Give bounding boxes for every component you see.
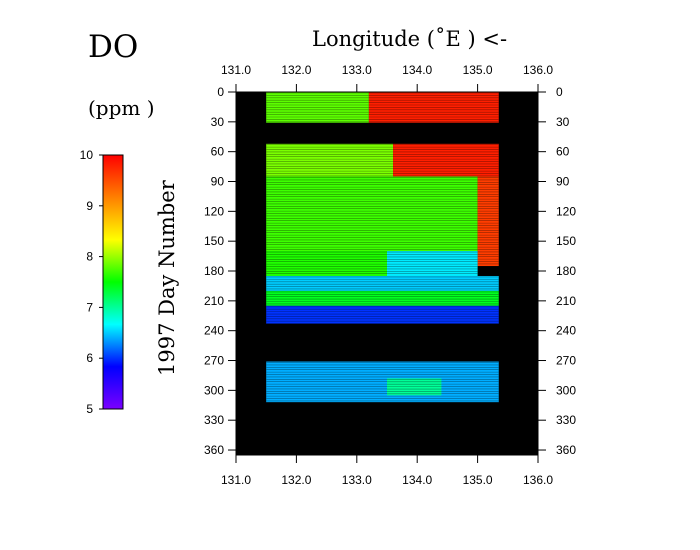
y-tick-label-left: 210 bbox=[204, 294, 224, 308]
y-tick-label-right: 270 bbox=[556, 354, 576, 368]
y-tick-label-left: 300 bbox=[204, 383, 224, 397]
colorbar-tick-label: 8 bbox=[86, 250, 93, 264]
x-tick-label-top: 134.0 bbox=[402, 63, 432, 77]
x-tick-label-bottom: 136.0 bbox=[523, 473, 553, 487]
heatmap-segment bbox=[266, 275, 499, 291]
data-gap bbox=[266, 323, 499, 362]
y-tick-label-right: 120 bbox=[556, 204, 576, 218]
y-tick-label-left: 240 bbox=[204, 324, 224, 338]
y-tick-label-left: 90 bbox=[211, 175, 225, 189]
y-tick-label-left: 60 bbox=[211, 145, 225, 159]
y-tick-label-right: 180 bbox=[556, 264, 576, 278]
heatmap-segment bbox=[387, 378, 442, 396]
x-tick-label-bottom: 131.0 bbox=[221, 473, 251, 487]
y-tick-label-right: 360 bbox=[556, 443, 576, 457]
colorbar-tick-label: 6 bbox=[86, 351, 93, 365]
y-tick-label-left: 30 bbox=[211, 115, 225, 129]
colorbar: 5 6 7 8 9 10 bbox=[80, 148, 124, 416]
colorbar-tick-label: 10 bbox=[80, 148, 94, 162]
y-tick-label-right: 90 bbox=[556, 175, 570, 189]
x-tick-label-top: 135.0 bbox=[463, 63, 493, 77]
y-tick-label-right: 240 bbox=[556, 324, 576, 338]
y-tick-label-right: 60 bbox=[556, 145, 570, 159]
colorbar-tick-label: 9 bbox=[86, 199, 93, 213]
plot-area: 131.0 131.0 132.0 132.0 133.0 133.0 134.0 134.0… bbox=[204, 63, 576, 487]
heatmap-segment bbox=[266, 143, 394, 177]
y-tick-label-right: 210 bbox=[556, 294, 576, 308]
heatmap-segment bbox=[266, 92, 369, 123]
heatmap-segment bbox=[477, 176, 499, 267]
y-tick-label-left: 360 bbox=[204, 443, 224, 457]
y-tick-label-right: 0 bbox=[556, 85, 563, 99]
data-gap bbox=[266, 122, 499, 144]
y-tick-label-left: 150 bbox=[204, 234, 224, 248]
heatmap-segment bbox=[266, 290, 499, 306]
y-tick-label-left: 0 bbox=[217, 85, 224, 99]
x-tick-label-top: 132.0 bbox=[281, 63, 311, 77]
colorbar-tick-label: 5 bbox=[86, 402, 93, 416]
x-tick-label-bottom: 135.0 bbox=[463, 473, 493, 487]
x-tick-label-top: 136.0 bbox=[523, 63, 553, 77]
y-axis-title: 1997 Day Number bbox=[155, 179, 179, 376]
heatmap-segment bbox=[368, 92, 499, 123]
colorbar-unit-label: (ppm ) bbox=[88, 96, 155, 120]
heatmap-segment bbox=[266, 305, 499, 324]
heatmap-segment bbox=[387, 251, 478, 276]
x-tick-label-bottom: 133.0 bbox=[342, 473, 372, 487]
data-gap bbox=[266, 402, 499, 455]
y-tick-label-left: 270 bbox=[204, 354, 224, 368]
x-axis-title: Longitude (˚E ) <- bbox=[312, 27, 507, 51]
x-tick-label-top: 133.0 bbox=[342, 63, 372, 77]
heatmap-segment bbox=[266, 361, 499, 403]
colorbar-gradient bbox=[102, 154, 124, 410]
y-tick-label-left: 330 bbox=[204, 413, 224, 427]
heatmap-segment bbox=[393, 143, 499, 177]
heatmap-segment bbox=[266, 251, 387, 276]
y-tick-label-right: 300 bbox=[556, 383, 576, 397]
plot-frame bbox=[235, 91, 539, 456]
y-tick-label-right: 150 bbox=[556, 234, 576, 248]
colorbar-tick-label: 7 bbox=[86, 300, 93, 314]
x-tick-label-bottom: 134.0 bbox=[402, 473, 432, 487]
y-tick-label-right: 330 bbox=[556, 413, 576, 427]
x-tick-label-top: 131.0 bbox=[221, 63, 251, 77]
y-tick-label-left: 120 bbox=[204, 204, 224, 218]
x-tick-label-bottom: 132.0 bbox=[281, 473, 311, 487]
y-tick-label-left: 180 bbox=[204, 264, 224, 278]
y-tick-label-right: 30 bbox=[556, 115, 570, 129]
heatmap-segment bbox=[266, 176, 478, 252]
chart-title: DO bbox=[88, 29, 138, 65]
